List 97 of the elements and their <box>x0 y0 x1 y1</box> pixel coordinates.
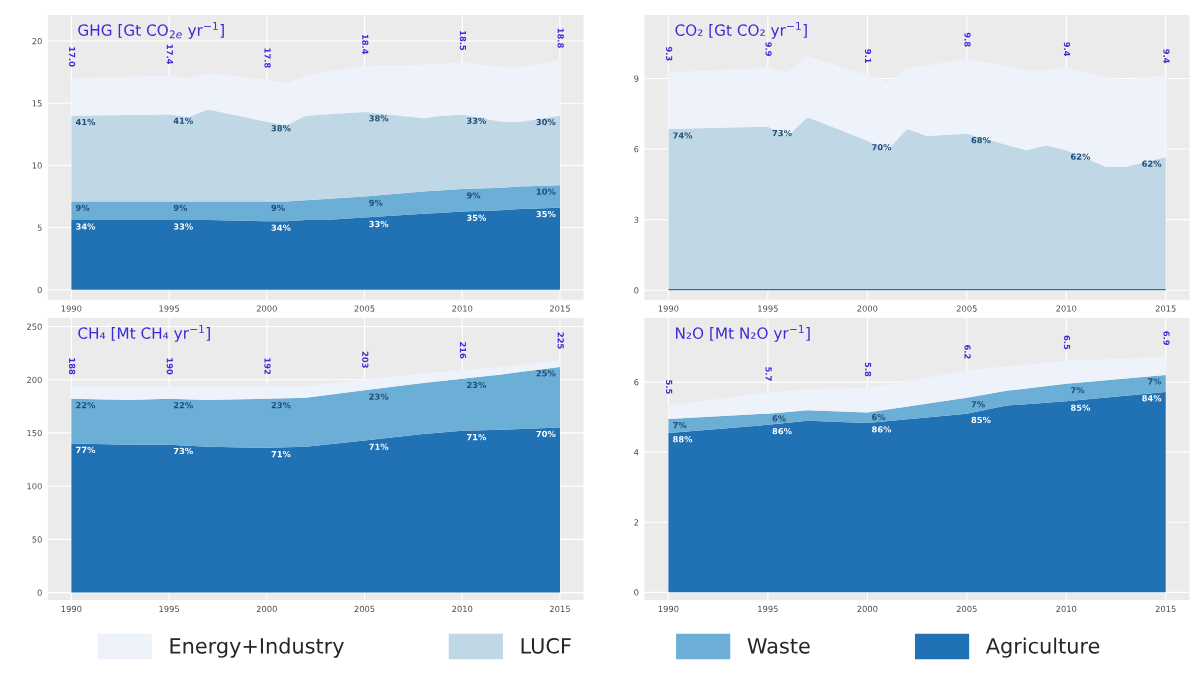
y-tick-label: 6 <box>634 146 639 153</box>
annotation: 9% <box>369 199 383 206</box>
annotation: 25% <box>536 370 556 377</box>
annotation: 33% <box>466 117 487 124</box>
annotation: 10% <box>536 188 556 195</box>
annotation: 6.2 <box>964 345 971 359</box>
annotation: 9.4 <box>1163 49 1170 64</box>
annotation: 17.8 <box>264 48 271 68</box>
annotation: 41% <box>173 117 193 124</box>
annotation: 73% <box>173 447 193 455</box>
annotation: 192 <box>264 358 271 375</box>
x-tick-label: 1990 <box>658 605 679 613</box>
x-tick-label: 1995 <box>758 305 778 312</box>
annotation: 216 <box>459 342 467 359</box>
annotation: 9.9 <box>765 42 772 56</box>
x-tick-label: 2000 <box>857 605 878 613</box>
y-tick-label: 15 <box>32 100 42 107</box>
annotation: 77% <box>76 446 96 454</box>
annotation: 17.4 <box>166 44 173 65</box>
annotation: 23% <box>369 393 389 400</box>
y-tick-label: 200 <box>27 376 42 383</box>
legend-label: Energy+Industry <box>170 637 344 658</box>
annotation: 9.4 <box>1063 42 1071 57</box>
annotation: 7% <box>1147 378 1162 385</box>
y-tick-label: 0 <box>634 287 639 294</box>
y-tick-label: 2 <box>634 519 639 526</box>
y-tick-label: 0 <box>37 589 42 596</box>
x-tick-label: 2000 <box>256 605 277 613</box>
y-tick-label: 20 <box>32 38 42 45</box>
y-tick-label: 4 <box>634 449 639 456</box>
annotation: 71% <box>271 451 291 458</box>
annotation: 6.5 <box>1063 335 1071 350</box>
y-tick-label: 3 <box>634 216 639 223</box>
annotation: 5.8 <box>864 362 872 377</box>
annotation: 18.8 <box>557 28 564 48</box>
y-tick-label: 150 <box>27 429 42 437</box>
annotation: 188 <box>68 358 76 375</box>
annotation: 9.8 <box>964 32 971 47</box>
y-tick-label: 100 <box>27 483 42 490</box>
y-tick-label: 9 <box>634 75 639 82</box>
y-tick-label: 0 <box>634 589 639 596</box>
annotation: 23% <box>467 381 487 389</box>
text: CH₄ [Mt CH₄ yr$^{−1}$] <box>78 325 210 342</box>
x-tick-label: 2005 <box>354 305 375 312</box>
annotation: 23% <box>271 402 291 409</box>
x-tick-label: 2015 <box>1155 305 1176 312</box>
x-tick-label: 2015 <box>549 305 570 312</box>
x-tick-label: 1990 <box>61 605 82 613</box>
annotation: 18.5 <box>459 31 467 51</box>
annotation: 6.9 <box>1163 331 1170 346</box>
x-tick-label: 2005 <box>354 605 375 613</box>
y-tick-label: 5 <box>37 224 42 231</box>
text: N₂O [Mt N₂O yr$^{−1}$] <box>676 325 810 342</box>
annotation: 190 <box>166 358 173 375</box>
y-tick-label: 6 <box>634 379 639 386</box>
x-tick-label: 1990 <box>61 305 82 312</box>
legend-label: LUCF <box>521 637 571 654</box>
legend-label: Agriculture <box>985 637 1100 658</box>
x-tick-label: 2015 <box>549 605 570 613</box>
annotation: 203 <box>362 351 369 368</box>
y-tick-label: 250 <box>27 323 42 330</box>
x-tick-label: 1995 <box>159 605 179 613</box>
annotation: 41% <box>75 118 96 126</box>
x-tick-label: 2005 <box>956 305 977 312</box>
x-tick-label: 2005 <box>956 605 977 613</box>
annotation: 9.1 <box>864 49 872 63</box>
x-tick-label: 1990 <box>658 305 679 312</box>
annotation: 71% <box>466 433 487 441</box>
x-tick-label: 1995 <box>758 605 778 613</box>
annotation: 225 <box>557 332 564 349</box>
annotation: 71% <box>369 443 389 450</box>
x-tick-label: 2010 <box>452 305 473 312</box>
annotation: 38% <box>369 115 389 122</box>
x-tick-label: 2010 <box>1056 605 1077 613</box>
x-tick-label: 2010 <box>452 605 473 613</box>
x-tick-label: 2000 <box>857 305 878 312</box>
annotation: 22% <box>173 402 193 409</box>
x-tick-label: 1995 <box>159 305 179 312</box>
annotation: 5.7 <box>765 367 772 381</box>
legend-label: Waste <box>747 638 810 654</box>
annotation: 17.0 <box>68 47 76 67</box>
text: GHG [Gt CO$_{2e}$ yr$^{−1}$] <box>78 22 224 39</box>
y-tick-label: 50 <box>32 536 42 543</box>
annotation: 18.4 <box>362 34 369 55</box>
annotation: 38% <box>271 125 291 132</box>
annotation: 5.5 <box>665 380 673 394</box>
annotation: 70% <box>536 430 556 438</box>
annotation: 9% <box>466 192 481 199</box>
text: CO₂ [Gt CO₂ yr$^{−1}$] <box>675 22 807 39</box>
x-tick-label: 2010 <box>1056 305 1077 312</box>
y-tick-label: 0 <box>37 286 42 294</box>
annotation: 9.3 <box>665 46 673 61</box>
annotation: 22% <box>76 402 96 409</box>
x-tick-label: 2000 <box>256 305 277 312</box>
annotation: 30% <box>536 118 556 126</box>
y-tick-label: 10 <box>32 162 42 169</box>
x-tick-label: 2015 <box>1155 605 1176 613</box>
